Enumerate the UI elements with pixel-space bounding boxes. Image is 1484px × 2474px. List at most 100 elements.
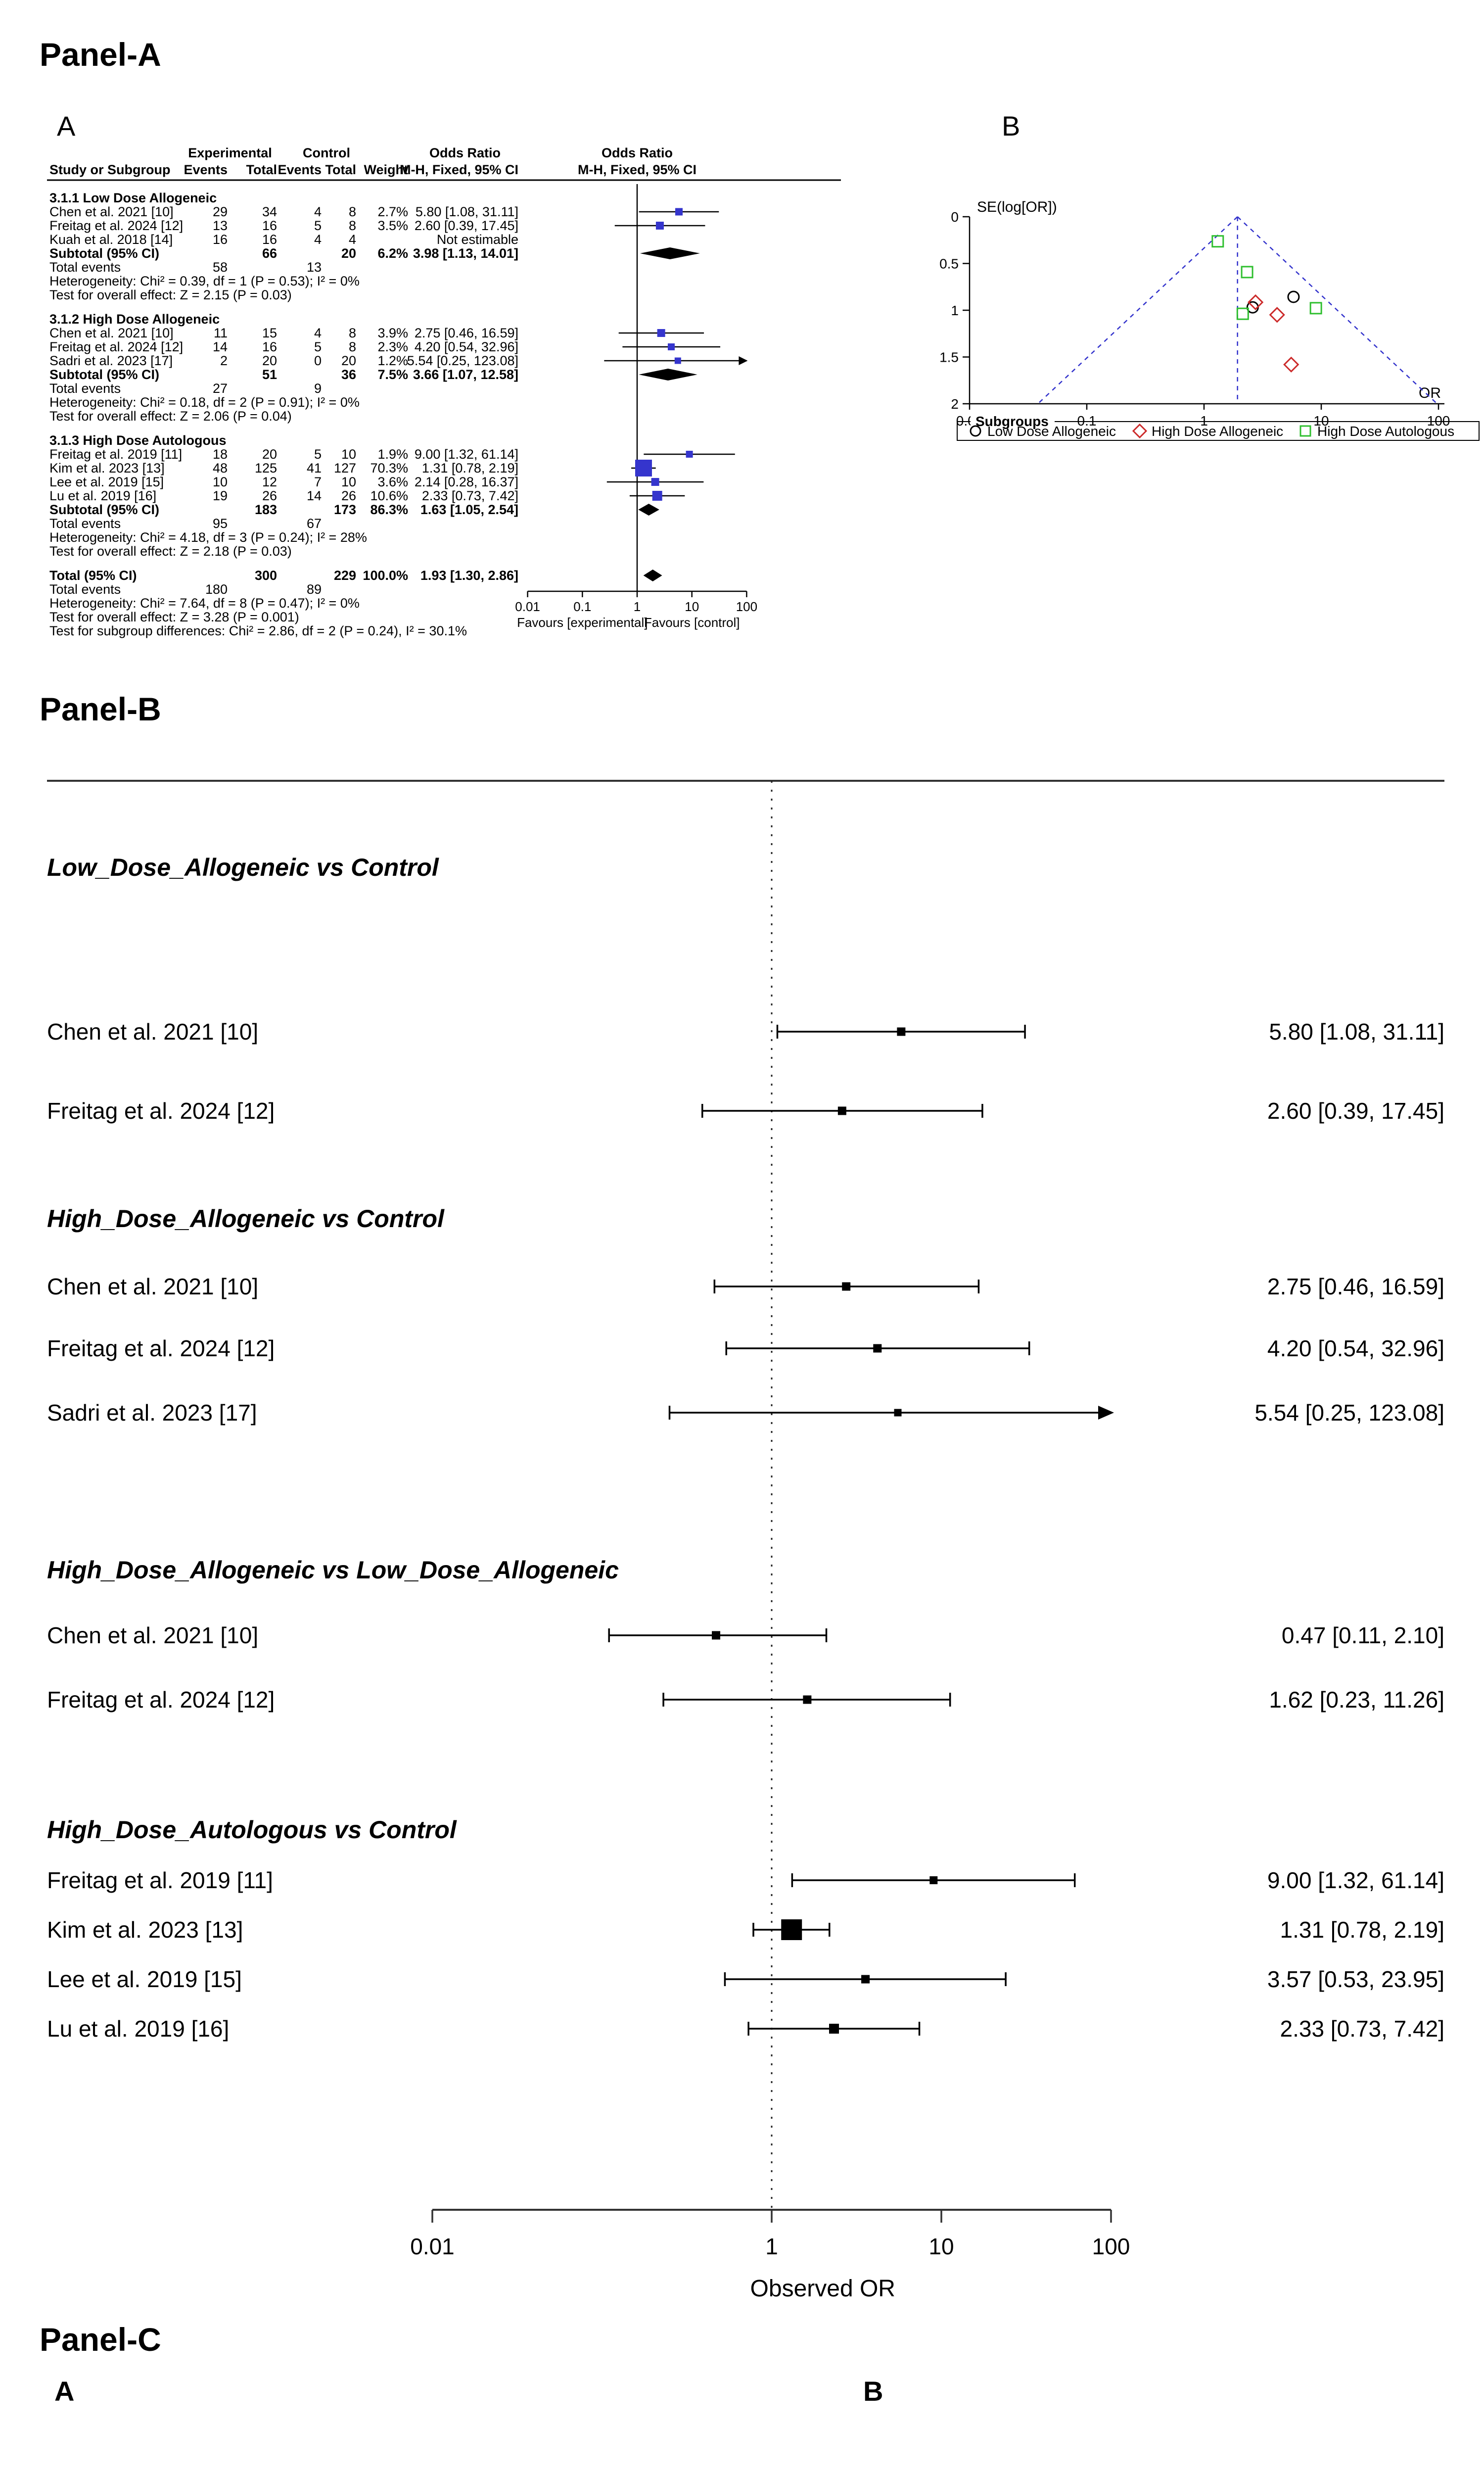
subgroup-name: 3.1.1 Low Dose Allogeneic [49, 190, 217, 205]
study-ci-text: 2.75 [0.46, 16.59] [1267, 1274, 1444, 1299]
study-ci-text: 1.62 [0.23, 11.26] [1269, 1687, 1444, 1713]
study-c-total: 8 [349, 204, 356, 219]
effect-square [667, 343, 675, 350]
panelA-title: Panel-A [40, 36, 161, 73]
panelA-funnel-plot: SE(log[OR])00.511.520.01 0.1 1 10 100ORSubgr… [939, 199, 1480, 441]
legend-item-label: High Dose Allogeneic [1152, 424, 1283, 439]
heterogeneity-text: Heterogeneity: Chi² = 0.18, df = 2 (P = … [49, 395, 360, 410]
effect-square [897, 1027, 906, 1036]
diamond-marker [1248, 294, 1264, 311]
study-label: Freitag et al. 2024 [12] [49, 339, 183, 354]
x-tick-label: 0.01 [515, 599, 540, 614]
total-events-e: 58 [213, 260, 228, 275]
study-label: Kim et al. 2023 [13] [47, 1917, 243, 1943]
overall-effect-text: Test for overall effect: Z = 2.18 (P = 0… [49, 544, 292, 559]
panelB-title: Panel-B [40, 691, 161, 727]
study-ci-text: 4.20 [0.54, 32.96] [1267, 1335, 1444, 1361]
study-label: Kim et al. 2023 [13] [49, 461, 165, 476]
study-ci-text: 5.80 [1.08, 31.11] [416, 204, 518, 219]
study-c-events: 4 [314, 326, 322, 340]
study-c-total: 20 [341, 353, 356, 368]
study-weight: 2.3% [377, 339, 408, 354]
effect-square [652, 491, 662, 501]
y-tick-label: 1 [951, 303, 959, 318]
effect-square [829, 2024, 839, 2034]
study-ci-text: 5.54 [0.25, 123.08] [407, 353, 518, 368]
effect-square [674, 357, 681, 364]
effect-square [837, 1106, 846, 1115]
study-e-events: 16 [213, 232, 228, 247]
study-label: Chen et al. 2021 [10] [49, 204, 174, 219]
effect-square [651, 478, 659, 486]
subtotal-weight: 7.5% [377, 367, 408, 382]
study-weight: 3.6% [377, 475, 408, 489]
study-e-total: 12 [262, 475, 277, 489]
subtotal-label: Subtotal (95% CI) [49, 367, 159, 382]
x-tick-label: 1 [1200, 413, 1208, 428]
favours-left-label: Favours [experimental] [517, 615, 648, 630]
study-e-events: 29 [213, 204, 228, 219]
square-marker [1236, 307, 1249, 320]
study-weight: 1.9% [377, 447, 408, 462]
effect-square [675, 208, 683, 216]
col-header-control: Control [303, 145, 350, 160]
subtotal-c-total: 20 [341, 246, 356, 261]
study-ci-text: 2.75 [0.46, 16.59] [415, 326, 518, 340]
total-events-c: 9 [314, 381, 322, 396]
subtotal-c-total: 36 [341, 367, 356, 382]
comparison-header: High_Dose_Allogeneic vs Low_Dose_Allogen… [47, 1556, 619, 1584]
study-c-events: 14 [307, 488, 322, 503]
study-e-total: 26 [262, 488, 277, 503]
square-marker [1309, 302, 1322, 315]
study-e-total: 20 [262, 353, 277, 368]
subtotal-weight: 86.3% [370, 502, 408, 517]
y-tick-label: 2 [951, 396, 959, 412]
study-c-events: 5 [314, 339, 322, 354]
total-events-label: Total events [49, 381, 121, 396]
study-label: Lee et al. 2019 [15] [49, 475, 164, 489]
study-e-total: 34 [262, 204, 277, 219]
study-e-total: 15 [262, 326, 277, 340]
study-label: Freitag et al. 2024 [12] [47, 1098, 275, 1124]
total-weight: 100.0% [363, 568, 408, 583]
effect-square [712, 1631, 721, 1640]
study-weight: 3.5% [377, 218, 408, 233]
effect-square [803, 1695, 812, 1704]
subtotal-e-total: 51 [262, 367, 277, 382]
col-header-experimental: Experimental [188, 145, 272, 160]
study-c-total: 10 [341, 475, 356, 489]
study-label: Freitag et al. 2019 [11] [49, 447, 182, 462]
x-tick-label: 0.1 [1077, 413, 1097, 428]
study-e-total: 16 [262, 218, 277, 233]
subtotal-label: Subtotal (95% CI) [49, 246, 159, 261]
subtotal-label: Subtotal (95% CI) [49, 502, 159, 517]
study-e-events: 18 [213, 447, 228, 462]
square-marker [1211, 235, 1224, 248]
legend-item-label: Low Dose Allogeneic [987, 424, 1116, 439]
total-e-total: 300 [255, 568, 277, 583]
subgroup-name: 3.1.3 High Dose Autologous [49, 433, 227, 448]
study-label: Chen et al. 2021 [10] [49, 326, 174, 340]
study-e-events: 10 [213, 475, 228, 489]
subgroup-name: 3.1.2 High Dose Allogeneic [49, 312, 220, 327]
x-axis-title: Observed OR [750, 2276, 895, 2302]
study-ci-text: 1.31 [0.78, 2.19] [422, 461, 518, 476]
effect-square [873, 1344, 882, 1353]
study-e-events: 11 [214, 326, 228, 340]
total-events-label: Total events [49, 260, 121, 275]
pooled-diamond [640, 247, 700, 259]
subtotal-e-total: 183 [255, 502, 277, 517]
total-c-total: 229 [334, 568, 356, 583]
legend-title: Subgroups [975, 414, 1049, 429]
study-weight: 3.9% [377, 326, 408, 340]
funnel-left-bound [1037, 216, 1238, 404]
x-tick-label: 0.01 [410, 2234, 455, 2259]
x-tick-label: 100 [1092, 2234, 1130, 2259]
circle-marker [1287, 290, 1300, 303]
study-c-events: 41 [307, 461, 322, 476]
study-c-events: 4 [314, 204, 322, 219]
total-events-label: Total events [49, 516, 121, 531]
total-heterogeneity-text: Heterogeneity: Chi² = 7.64, df = 8 (P = … [49, 596, 360, 611]
study-e-events: 13 [213, 218, 228, 233]
study-label: Chen et al. 2021 [10] [47, 1622, 258, 1648]
